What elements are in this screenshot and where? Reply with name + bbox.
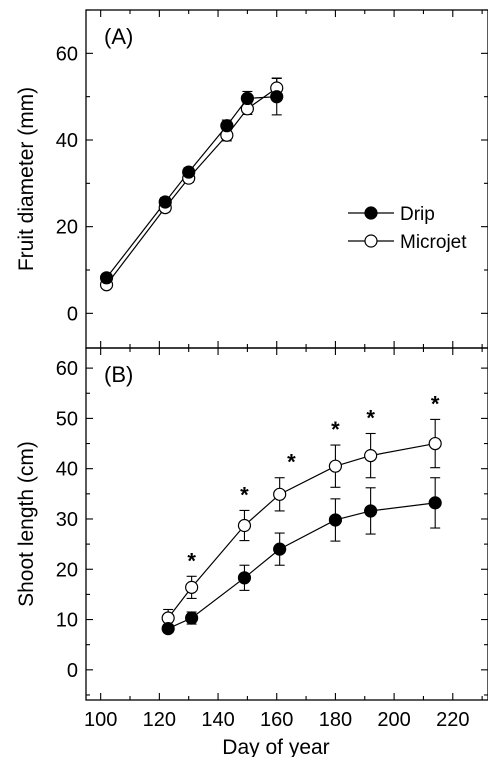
- series-line: [167, 502, 436, 630]
- y-tick-label: 10: [56, 610, 78, 632]
- x-axis-title: Day of year: [222, 736, 329, 757]
- significance-star: *: [240, 482, 249, 507]
- y-tick-label: 30: [56, 509, 78, 531]
- panel-a: 0 20 40 60 Fruit diameter (mm) (A): [15, 9, 488, 349]
- y-tick-label: 20: [56, 559, 78, 581]
- data-point-drip: [428, 496, 442, 510]
- data-point-drip: [237, 571, 252, 585]
- x-tick-label: 220: [436, 709, 469, 731]
- data-point-drip: [240, 91, 254, 106]
- y-tick-label: 40: [56, 130, 78, 152]
- data-point-drip: [99, 271, 114, 285]
- y-tick-label: 50: [56, 408, 78, 430]
- data-point-drip: [185, 611, 199, 625]
- legend: Drip Microjet: [348, 204, 467, 253]
- data-point-microjet: [185, 580, 199, 594]
- x-tick-label: 140: [201, 709, 234, 731]
- panel-b: 0 10 20 30 40 50 60 100 120 140 160 180 200 220 Shoot …: [15, 347, 488, 757]
- x-tick-label: 200: [377, 709, 410, 731]
- data-point-microjet: [237, 518, 252, 533]
- y-tick-label: 0: [67, 660, 78, 682]
- x-tick-label: 120: [143, 709, 176, 731]
- significance-star: *: [331, 417, 340, 442]
- y-axis-title: Shoot length (cm): [15, 441, 38, 607]
- panel-label: (A): [104, 24, 133, 49]
- y-tick-label: 0: [67, 303, 78, 325]
- y-axis-title: Fruit diameter (mm): [15, 87, 38, 271]
- data-point-drip: [158, 195, 172, 209]
- y-tick-label: 20: [56, 217, 78, 239]
- y-tick-label: 60: [56, 358, 78, 380]
- series-line: [167, 442, 436, 619]
- data-point-drip: [220, 119, 234, 133]
- significance-star: *: [287, 450, 296, 475]
- plot-frame: [85, 347, 488, 701]
- data-point-microjet: [328, 459, 343, 473]
- data-point-microjet: [428, 436, 442, 451]
- series-line: [106, 87, 278, 286]
- data-point-drip: [270, 90, 284, 104]
- panel-label: (B): [104, 362, 133, 387]
- data-point-drip: [364, 504, 378, 518]
- significance-star: *: [366, 405, 375, 430]
- x-tick-label: 160: [260, 709, 293, 731]
- legend-microjet-label: Microjet: [400, 232, 467, 253]
- plot-frame: [85, 9, 488, 349]
- legend-drip-marker: [364, 206, 378, 220]
- legend-microjet-marker: [364, 234, 378, 248]
- x-tick-label: 180: [319, 709, 352, 731]
- data-point-microjet: [273, 487, 287, 501]
- y-tick-label: 60: [56, 43, 78, 65]
- x-tick-label: 100: [84, 709, 117, 731]
- data-point-drip: [161, 621, 175, 636]
- significance-star: *: [431, 391, 440, 416]
- legend-drip-label: Drip: [400, 204, 435, 225]
- data-point-microjet: [364, 449, 378, 463]
- significance-star: *: [187, 548, 196, 573]
- data-point-drip: [328, 513, 343, 527]
- data-point-drip: [182, 165, 196, 179]
- y-tick-label: 40: [56, 459, 78, 481]
- data-point-drip: [273, 542, 287, 556]
